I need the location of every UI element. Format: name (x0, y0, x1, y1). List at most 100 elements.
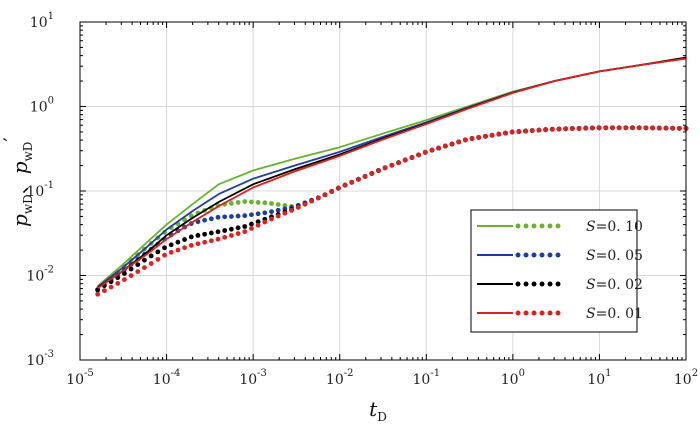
derivative-point (636, 125, 642, 131)
x-tick-label: 10-2 (326, 368, 354, 388)
legend-entry-0: S=0. 10 (477, 219, 643, 235)
derivative-point (563, 126, 569, 132)
derivative-point (623, 125, 629, 131)
legend-dot-swatch (547, 310, 553, 316)
derivative-point (255, 219, 261, 225)
derivative-point (135, 262, 141, 267)
derivative-point (195, 241, 201, 247)
derivative-point (215, 236, 221, 242)
derivative-point (315, 195, 321, 201)
derivative-point (262, 200, 268, 206)
legend-dot-swatch (539, 223, 545, 229)
derivative-point (650, 125, 655, 131)
legend-dot-swatch (531, 310, 537, 316)
derivative-point (275, 202, 281, 207)
derivative-point (269, 201, 274, 206)
derivative-point (670, 125, 676, 131)
x-tick-label: 10-1 (412, 368, 440, 388)
derivative-point (182, 245, 187, 251)
derivative-point (342, 182, 348, 188)
derivative-point (242, 224, 248, 229)
derivative-point (523, 128, 528, 134)
derivative-series-3 (95, 125, 689, 297)
derivative-point (122, 271, 127, 276)
tick-labels: 10-5 10-4 10-3 10-2 10-1 100 101 102 10-3 10-2 10-… (26, 11, 698, 388)
derivative-point (295, 204, 301, 210)
derivative-point (155, 249, 161, 255)
derivative-point (409, 155, 415, 160)
derivative-point (202, 239, 208, 245)
derivative-point (269, 209, 274, 215)
derivative-point (643, 125, 649, 131)
legend-dot-swatch (515, 223, 521, 229)
y-tick-label: 100 (30, 96, 54, 116)
derivative-point (583, 125, 589, 131)
derivative-point (249, 221, 254, 227)
derivative-point (376, 168, 381, 173)
derivative-point (228, 214, 234, 219)
derivative-point (275, 207, 281, 213)
legend-dot-swatch (539, 252, 545, 258)
derivative-point (202, 217, 208, 223)
derivative-point (549, 126, 555, 132)
derivative-point (590, 125, 595, 131)
derivative-point (429, 147, 435, 153)
legend-dot-swatch (523, 310, 529, 316)
derivative-point (356, 176, 361, 182)
derivative-point (616, 125, 622, 131)
legend-dot-swatch (547, 281, 553, 287)
derivative-point (142, 265, 147, 271)
derivative-point (302, 201, 308, 207)
derivative-point (228, 201, 234, 206)
pressure-line-3 (97, 57, 687, 289)
legend-dot-swatch (531, 252, 537, 258)
derivative-point (456, 139, 462, 145)
derivative-point (556, 126, 562, 132)
derivative-point (576, 125, 582, 131)
derivative-point (108, 284, 114, 290)
legend-entry-1: S=0. 05 (477, 248, 643, 264)
derivative-point (476, 135, 482, 140)
derivative-point (142, 257, 147, 263)
derivative-point (676, 125, 682, 131)
derivative-point (329, 189, 335, 194)
derivative-point (95, 287, 101, 293)
derivative-point (215, 214, 221, 220)
derivative-point (148, 253, 154, 259)
derivative-point (208, 216, 214, 222)
derivative-point (195, 233, 201, 238)
derivative-point (516, 129, 522, 134)
legend-dot-swatch (539, 310, 545, 316)
derivative-point (242, 213, 248, 219)
legend-label: S=0. 02 (586, 277, 643, 293)
derivative-point (536, 127, 542, 133)
x-tick-label: 102 (674, 368, 698, 388)
derivative-point (115, 280, 121, 286)
derivative-point (369, 171, 375, 176)
legend-dot-swatch (531, 281, 537, 287)
derivative-point (128, 273, 134, 279)
derivative-point (262, 210, 268, 216)
derivative-point (222, 228, 228, 233)
derivative-point (422, 149, 428, 155)
derivative-point (208, 230, 214, 236)
derivative-point (188, 243, 194, 248)
x-tick-label: 10-3 (239, 368, 267, 388)
derivative-point (462, 137, 468, 143)
derivative-point (155, 256, 161, 262)
derivative-point (235, 231, 241, 236)
derivative-point (188, 234, 194, 240)
derivative-point (483, 133, 488, 139)
legend-dot-swatch (523, 223, 529, 229)
derivative-point (162, 245, 167, 251)
legend-label: S=0. 01 (586, 306, 643, 322)
derivative-point (222, 234, 228, 240)
derivative-point (242, 199, 248, 204)
x-axis-label: tD (369, 397, 387, 424)
derivative-point (489, 132, 495, 138)
derivative-point (162, 252, 167, 258)
derivative-point (168, 242, 174, 248)
derivative-point (402, 157, 408, 163)
derivative-point (235, 225, 241, 231)
legend: S=0. 10 S=0. 05 S=0. 02 S=0. 01 (470, 209, 643, 333)
